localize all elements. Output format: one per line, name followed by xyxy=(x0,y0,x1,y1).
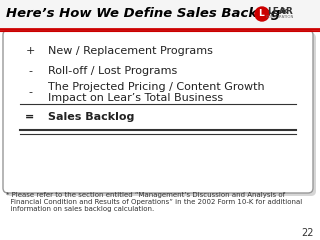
Text: -: - xyxy=(28,87,32,97)
Text: CORPORATION: CORPORATION xyxy=(266,15,294,19)
FancyBboxPatch shape xyxy=(3,30,313,193)
Text: information on sales backlog calculation.: information on sales backlog calculation… xyxy=(6,206,154,212)
FancyBboxPatch shape xyxy=(6,33,316,196)
Text: =: = xyxy=(25,112,35,122)
Text: L: L xyxy=(258,10,264,18)
Text: The Projected Pricing / Content Growth: The Projected Pricing / Content Growth xyxy=(48,82,265,92)
Text: New / Replacement Programs: New / Replacement Programs xyxy=(48,46,213,56)
Text: -: - xyxy=(28,66,32,76)
Text: Financial Condition and Results of Operations” in the 2002 Form 10-K for additio: Financial Condition and Results of Opera… xyxy=(6,199,302,205)
Text: LEAR: LEAR xyxy=(267,7,293,17)
Text: +: + xyxy=(25,46,35,56)
Text: Impact on Lear’s Total Business: Impact on Lear’s Total Business xyxy=(48,93,223,103)
Text: Roll-off / Lost Programs: Roll-off / Lost Programs xyxy=(48,66,177,76)
Text: 22: 22 xyxy=(301,228,314,238)
Text: Here’s How We Define Sales Backlog*: Here’s How We Define Sales Backlog* xyxy=(6,7,287,20)
Bar xyxy=(0,0,320,28)
Text: * Please refer to the section entitled “Management’s Discussion and Analysis of: * Please refer to the section entitled “… xyxy=(6,192,285,198)
Text: Sales Backlog: Sales Backlog xyxy=(48,112,134,122)
Circle shape xyxy=(255,7,269,21)
